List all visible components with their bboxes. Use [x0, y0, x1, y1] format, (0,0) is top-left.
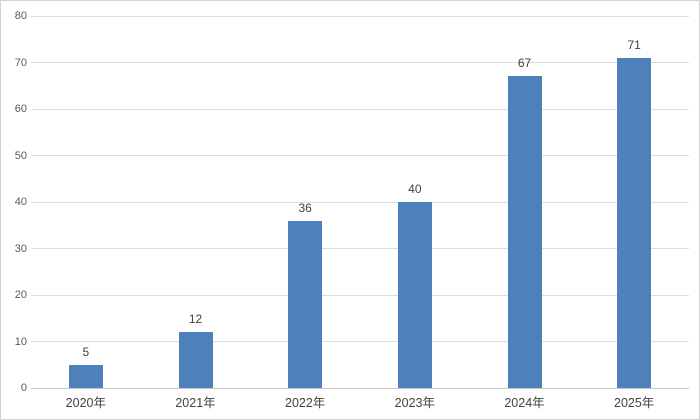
bar-value-label: 67 [517, 56, 532, 71]
bar-value-label: 12 [188, 312, 203, 327]
y-axis-tick-label: 40 [14, 196, 27, 208]
bar-2020年 [68, 364, 103, 388]
x-axis-line [31, 387, 689, 389]
y-axis-tick-label: 20 [14, 289, 27, 301]
x-axis-category-label: 2025年 [614, 396, 655, 410]
gridline [31, 155, 689, 156]
gridline [31, 62, 689, 63]
y-axis-tick-label: 70 [14, 56, 27, 69]
y-axis-tick-label: 50 [14, 149, 27, 162]
gridline [31, 201, 689, 203]
bar-2023年 [397, 202, 432, 388]
bar-2024年 [507, 76, 542, 388]
bar-value-label: 40 [408, 182, 422, 196]
bar-value-label: 5 [82, 344, 90, 359]
bar-value-label: 36 [298, 200, 312, 215]
y-axis-tick-label: 10 [14, 335, 27, 348]
bar-value-label: 71 [627, 37, 641, 52]
bar-2022年 [288, 220, 323, 388]
y-axis-tick-label: 0 [20, 382, 27, 394]
x-axis-category-label: 2022年 [285, 396, 326, 410]
x-axis-category-label: 2023年 [394, 396, 435, 410]
y-axis-tick-label: 30 [14, 242, 27, 255]
gridline [31, 341, 689, 342]
gridline [31, 294, 689, 296]
gridline [31, 108, 689, 110]
bar-2025年 [617, 57, 652, 388]
x-axis-category-label: 2024年 [504, 396, 545, 410]
bar-2021年 [178, 332, 213, 388]
gridline [31, 15, 689, 17]
gridline [31, 248, 689, 249]
x-axis-category-label: 2020年 [65, 396, 106, 410]
y-axis-tick-label: 80 [14, 10, 27, 22]
y-axis-tick-label: 60 [14, 103, 27, 115]
x-axis-category-label: 2021年 [175, 396, 216, 410]
